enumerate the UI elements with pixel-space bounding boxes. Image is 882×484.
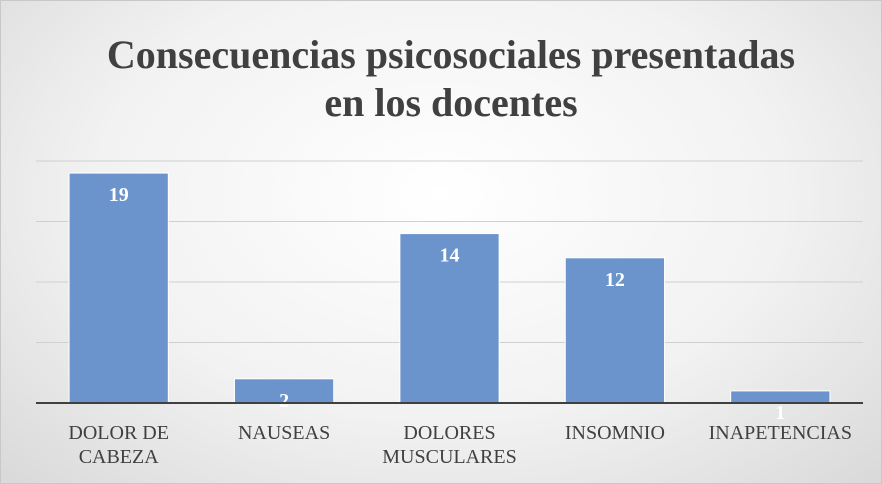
bar [564, 257, 666, 404]
x-tick-label: DOLORES MUSCULARES [382, 422, 517, 468]
x-tick-label: DOLOR DE CABEZA [68, 422, 169, 468]
data-label: 1 [775, 402, 785, 424]
data-label: 14 [440, 245, 460, 267]
bar [68, 172, 169, 404]
x-tick-label: INSOMNIO [564, 422, 665, 444]
chart-title: Consecuencias psicosociales presentadas … [106, 32, 796, 125]
data-label: 12 [605, 269, 625, 291]
data-label: 19 [109, 184, 129, 206]
x-tick-label: NAUSEAS [237, 422, 331, 444]
x-tick-label: INAPETENCIAS [708, 422, 852, 444]
data-label: 2 [279, 390, 289, 412]
bar [399, 233, 500, 404]
bar [233, 378, 335, 404]
